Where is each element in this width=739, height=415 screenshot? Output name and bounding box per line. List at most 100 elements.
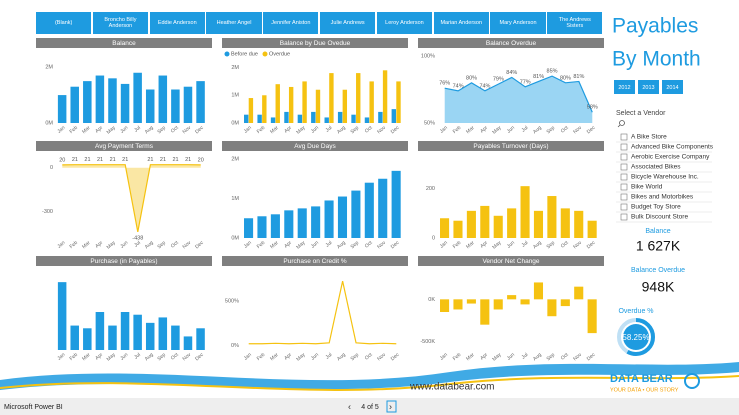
bar [324, 200, 334, 238]
bar [587, 299, 597, 334]
filter-button[interactable]: Mary Anderson [490, 12, 546, 34]
bar [337, 196, 348, 238]
x-tick-label: Oct [364, 125, 374, 135]
bar [171, 89, 180, 123]
x-tick-label: Sep [156, 125, 167, 135]
year-button[interactable] [662, 80, 683, 94]
data-label: 74% [479, 83, 490, 89]
y-tick-label: 2M [231, 65, 239, 71]
vendor-checkbox[interactable] [620, 213, 628, 221]
filter-button[interactable]: Julie Andrews [320, 12, 376, 34]
prev-page[interactable]: ‹ [348, 401, 351, 411]
vendor-checkbox[interactable] [620, 133, 628, 141]
chart-title: Purchase on Credit % [283, 258, 346, 265]
filter-button[interactable]: Leroy Anderson [376, 12, 433, 34]
year-button[interactable] [614, 80, 635, 94]
x-tick-label: Apr [94, 352, 104, 362]
chart-title: Balance Overdue [486, 40, 537, 47]
legend-label: Before due [231, 51, 258, 57]
vendor-checkbox[interactable] [620, 173, 628, 181]
x-tick-label: Feb [452, 352, 463, 362]
x-tick-label: Feb [256, 352, 267, 362]
vendor-checkbox[interactable] [620, 183, 628, 191]
vendor-checkbox[interactable] [620, 143, 628, 151]
vendor-checkbox[interactable] [620, 193, 628, 201]
data-label: 74% [453, 83, 464, 89]
bar [466, 210, 476, 238]
data-label: 80% [560, 75, 571, 81]
filter-button[interactable]: The Andrews Sisters [547, 12, 603, 34]
x-tick-label: Feb [452, 125, 463, 135]
x-tick-label: Sep [156, 240, 167, 250]
bar [108, 78, 117, 123]
x-tick-label: Dec [194, 125, 205, 136]
bar [480, 205, 490, 238]
chart-title: Purchase (in Payables) [90, 258, 157, 265]
year-button[interactable] [638, 80, 659, 94]
donut-arc [617, 318, 655, 356]
next-page[interactable] [386, 400, 397, 413]
x-tick-label: May [295, 240, 306, 251]
bar [83, 81, 92, 123]
bar [315, 89, 321, 123]
line [62, 164, 201, 232]
bar [480, 299, 490, 325]
filter-button[interactable]: (Blank) [36, 12, 92, 34]
x-tick-label: Aug [532, 125, 543, 135]
x-tick-label: Jan [243, 125, 253, 135]
filter-button[interactable]: Jennifer Aniston [263, 12, 319, 34]
x-tick-label: Jan [56, 352, 66, 362]
x-tick-label: Mar [81, 352, 92, 362]
x-tick-label: Oct [560, 125, 570, 135]
bar [369, 81, 374, 123]
x-tick-label: Jan [243, 240, 253, 250]
search-icon[interactable] [619, 120, 625, 126]
filter-button[interactable]: Eddie Anderson [149, 12, 205, 34]
vendor-name: Bicycle Warehouse Inc. [631, 174, 699, 181]
bar [311, 111, 316, 123]
y-tick-label: 0 [50, 165, 53, 171]
year-label: 2012 [618, 85, 630, 91]
bar [574, 286, 584, 300]
data-label: 21 [160, 157, 166, 163]
x-tick-label: Sep [546, 125, 557, 135]
donut-label: Overdue % [618, 308, 653, 315]
bar [158, 317, 168, 350]
x-tick-label: Aug [336, 125, 347, 135]
x-tick-label: Dec [586, 240, 597, 251]
bar [196, 81, 205, 123]
bar [466, 299, 476, 304]
x-tick-label: Jan [56, 125, 66, 135]
x-tick-label: Nov [376, 352, 387, 363]
vendor-checkbox[interactable] [620, 203, 628, 211]
x-tick-label: Jan [439, 240, 449, 250]
x-tick-label: Jun [310, 125, 320, 135]
x-tick-label: Jun [506, 352, 516, 362]
filter-button[interactable]: Marian Anderson [433, 12, 489, 34]
chart-title: Avg Due Days [294, 143, 336, 150]
bar [133, 72, 142, 123]
x-tick-label: Mar [269, 240, 280, 250]
data-label: 77% [520, 79, 531, 85]
data-label: 20 [59, 157, 65, 163]
vendor-heading: Select a Vendor [616, 110, 666, 117]
bar [520, 186, 530, 238]
bar [391, 109, 396, 123]
vendor-checkbox[interactable] [620, 163, 628, 171]
chart-title: Payables Turnover (Days) [473, 143, 548, 150]
vendor-name: Associated Bikes [631, 164, 681, 171]
bar [440, 299, 450, 312]
bar [183, 86, 193, 123]
x-tick-label: Oct [170, 240, 180, 250]
page-indicator: 4 of 5 [361, 404, 379, 411]
filter-button[interactable]: Heather Angel [206, 12, 262, 34]
vendor-checkbox[interactable] [620, 153, 628, 161]
bar [364, 182, 374, 238]
x-tick-label: Mar [465, 125, 476, 135]
bar [351, 190, 361, 238]
x-tick-label: Oct [170, 125, 180, 135]
filter-button[interactable]: Broncho Billy Anderson [92, 12, 149, 34]
bar [351, 114, 356, 123]
bar [257, 216, 267, 238]
